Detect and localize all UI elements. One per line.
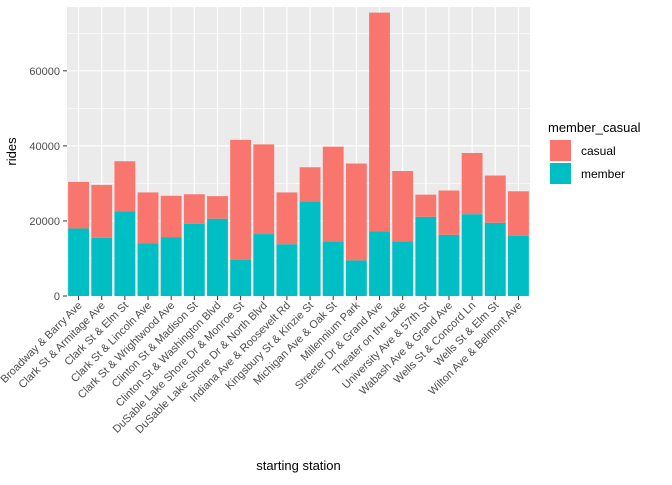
x-axis-title: starting station: [256, 458, 341, 473]
bar-casual: [253, 144, 275, 235]
bar-member: [322, 241, 344, 296]
bar-casual: [230, 139, 252, 260]
legend: member_casual casual member: [548, 120, 641, 184]
bar-casual: [392, 171, 414, 242]
bar-member: [91, 237, 113, 296]
bar-casual: [438, 190, 460, 235]
bar-member: [137, 243, 159, 296]
bar-casual: [369, 12, 390, 232]
bar-member: [114, 211, 136, 296]
bar-member: [461, 214, 483, 296]
plot-panel: [67, 7, 530, 296]
bar-casual: [183, 194, 205, 224]
bar-member: [415, 216, 437, 296]
legend-title: member_casual: [548, 120, 641, 135]
bar-casual: [207, 196, 228, 219]
bar-member: [160, 237, 182, 296]
bar-member: [68, 228, 89, 296]
legend-swatch-casual: [550, 140, 571, 161]
bar-casual: [276, 192, 298, 245]
y-axis-title: rides: [4, 137, 19, 166]
bar-casual: [345, 163, 367, 261]
bar-member: [508, 235, 529, 296]
bar-casual: [137, 192, 159, 244]
bar-member: [345, 260, 367, 296]
y-tick-label: 40000: [29, 141, 60, 153]
legend-label-casual: casual: [581, 144, 616, 158]
bar-member: [253, 234, 275, 296]
bar-member: [230, 259, 252, 296]
bar-casual: [508, 191, 529, 236]
legend-swatch-member: [550, 163, 571, 184]
y-tick-label: 60000: [29, 66, 60, 78]
bar-member: [438, 234, 460, 296]
bar-casual: [415, 194, 437, 217]
bar-casual: [68, 181, 89, 229]
bar-member: [276, 244, 298, 296]
bar-casual: [322, 146, 344, 242]
bar-member: [183, 223, 205, 296]
bar-member: [207, 218, 228, 296]
bar-casual: [484, 175, 506, 223]
bar-casual: [91, 184, 113, 238]
bar-casual: [461, 153, 483, 215]
bars-layer: [68, 12, 529, 296]
bar-member: [369, 231, 390, 296]
legend-label-member: member: [581, 167, 625, 181]
bar-casual: [299, 167, 321, 202]
y-tick-label: 20000: [29, 216, 60, 228]
bar-member: [484, 222, 506, 296]
bar-member: [299, 201, 321, 296]
bar-casual: [114, 161, 136, 212]
bar-casual: [160, 195, 182, 238]
y-axis: 0 20000 40000 60000: [29, 66, 67, 303]
y-tick-label: 0: [54, 291, 60, 303]
bar-member: [392, 241, 414, 296]
